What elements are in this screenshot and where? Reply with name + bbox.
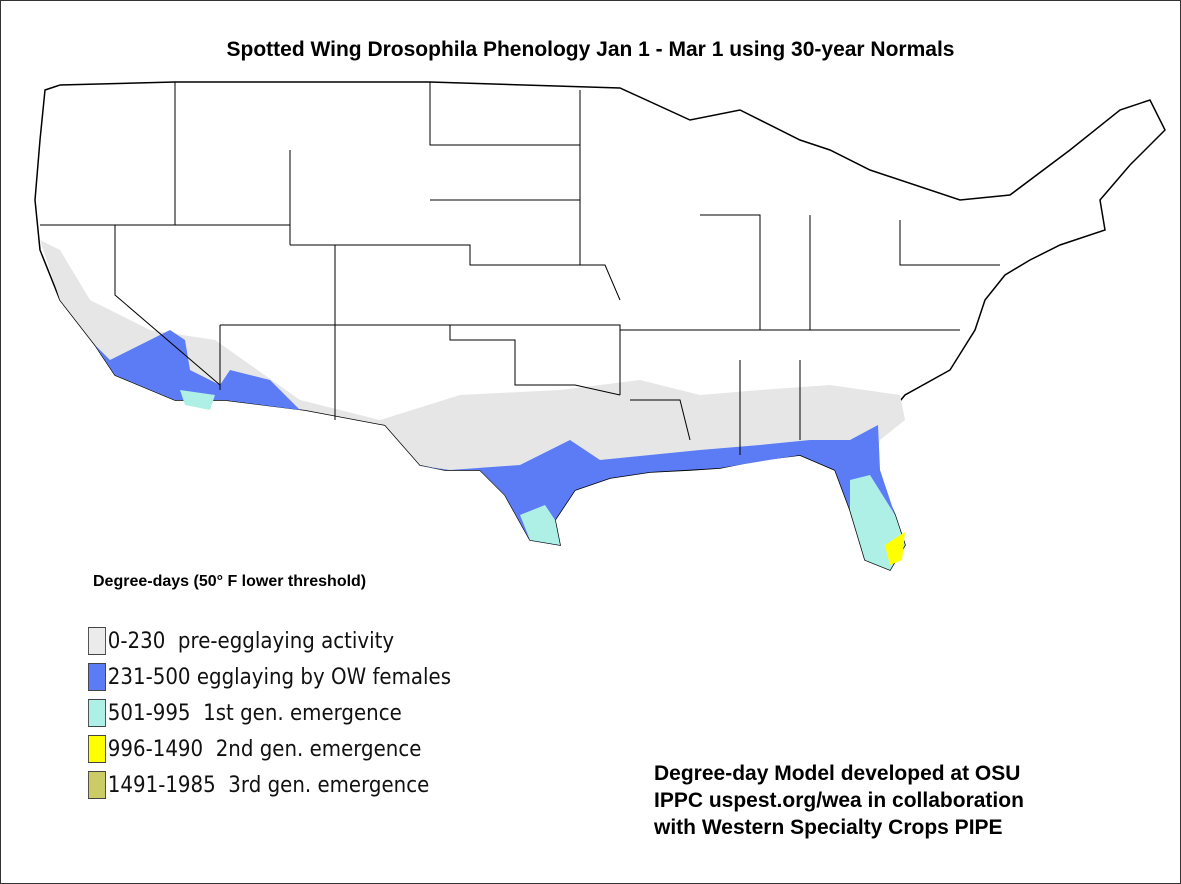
legend: 0-230 pre-egglaying activity 231-500 egg…	[88, 623, 491, 803]
legend-item: 501-995 1st gen. emergence	[88, 695, 451, 731]
state-borders	[40, 82, 1000, 455]
legend-label: 0-230 pre-egglaying activity	[107, 628, 395, 654]
legend-swatch	[88, 627, 106, 655]
legend-swatch	[88, 735, 106, 763]
legend-item: 0-230 pre-egglaying activity	[88, 623, 451, 659]
legend-label: 1491-1985 3rd gen. emergence	[107, 772, 430, 798]
legend-swatch	[88, 771, 106, 799]
credit-line: IPPC uspest.org/wea in collaboration	[654, 789, 1024, 812]
credit-text: Degree-day Model developed at OSU IPPC u…	[654, 760, 1024, 841]
legend-label: 501-995 1st gen. emergence	[107, 700, 402, 726]
legend-item: 1491-1985 3rd gen. emergence	[88, 767, 451, 803]
legend-item: 996-1490 2nd gen. emergence	[88, 731, 451, 767]
map-title: Spotted Wing Drosophila Phenology Jan 1 …	[226, 38, 955, 61]
egglaying-zone	[95, 330, 900, 545]
legend-item: 231-500 egglaying by OW females	[88, 659, 451, 695]
credit-line: with Western Specialty Crops PIPE	[654, 816, 1003, 839]
second-gen-zone	[885, 532, 905, 565]
legend-label: 231-500 egglaying by OW females	[107, 664, 452, 690]
legend-swatch	[88, 699, 106, 727]
first-gen-zone	[180, 390, 905, 570]
legend-label: 996-1490 2nd gen. emergence	[107, 736, 422, 762]
credit-line: Degree-day Model developed at OSU	[654, 762, 1021, 785]
us-outline	[34, 81, 1166, 571]
legend-title: Degree-days (50° F lower threshold)	[93, 573, 367, 590]
legend-swatch	[88, 663, 106, 691]
